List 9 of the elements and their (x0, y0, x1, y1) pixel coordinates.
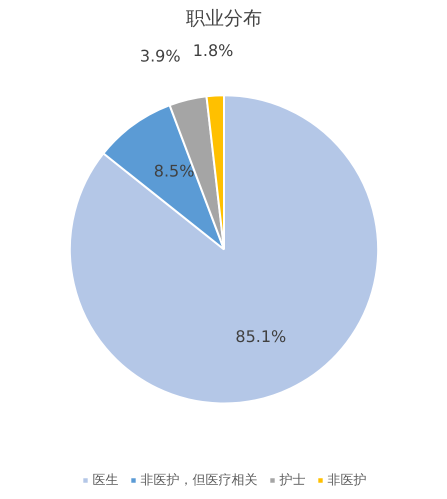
data-label: 1.8% (192, 41, 234, 60)
chart-title: 职业分布 (186, 8, 262, 30)
legend-label: 护士 (280, 472, 306, 489)
legend-label: 非医护，但医疗相关 (140, 472, 258, 489)
data-label: 85.1% (235, 327, 286, 346)
legend-label: 医生 (92, 472, 118, 489)
data-label: 8.5% (154, 162, 194, 181)
legend-label: 非医护 (328, 472, 366, 489)
data-label: 3.9% (140, 46, 181, 66)
